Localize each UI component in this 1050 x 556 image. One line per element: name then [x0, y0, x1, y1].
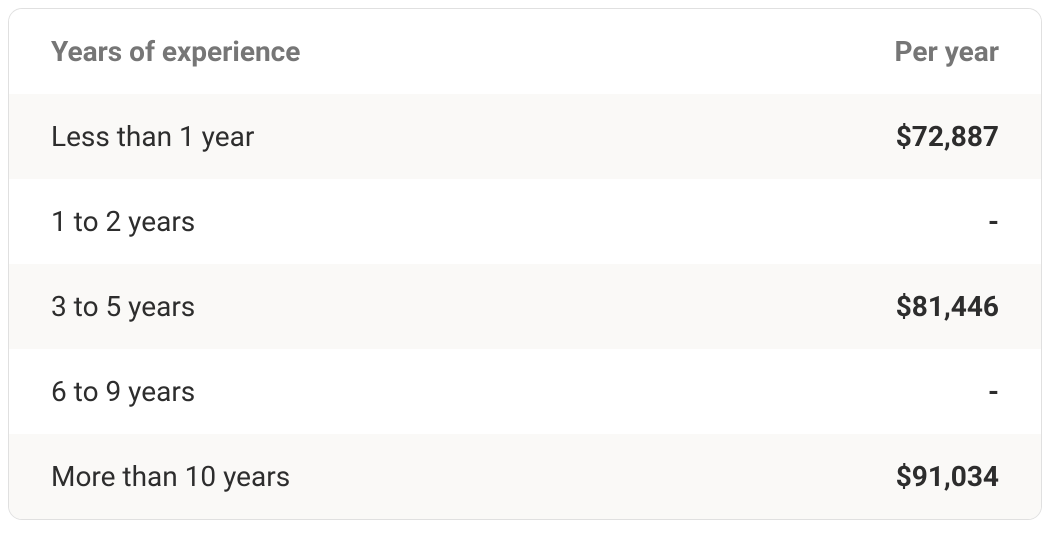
- column-header-experience: Years of experience: [51, 35, 300, 68]
- row-value: $72,887: [896, 120, 999, 153]
- table-row: 3 to 5 years $81,446: [9, 264, 1041, 349]
- row-value: -: [988, 205, 999, 238]
- table-row: 1 to 2 years -: [9, 179, 1041, 264]
- row-label: More than 10 years: [51, 460, 290, 493]
- table-row: 6 to 9 years -: [9, 349, 1041, 434]
- row-value: $91,034: [896, 460, 999, 493]
- row-label: 6 to 9 years: [51, 375, 195, 408]
- column-header-per-year: Per year: [895, 35, 999, 68]
- table-row: Less than 1 year $72,887: [9, 94, 1041, 179]
- row-label: 1 to 2 years: [51, 205, 195, 238]
- row-label: Less than 1 year: [51, 120, 254, 153]
- row-value: $81,446: [896, 290, 999, 323]
- table-row: More than 10 years $91,034: [9, 434, 1041, 519]
- table-header-row: Years of experience Per year: [9, 9, 1041, 94]
- row-value: -: [988, 375, 999, 408]
- salary-by-experience-table: Years of experience Per year Less than 1…: [8, 8, 1042, 520]
- row-label: 3 to 5 years: [51, 290, 195, 323]
